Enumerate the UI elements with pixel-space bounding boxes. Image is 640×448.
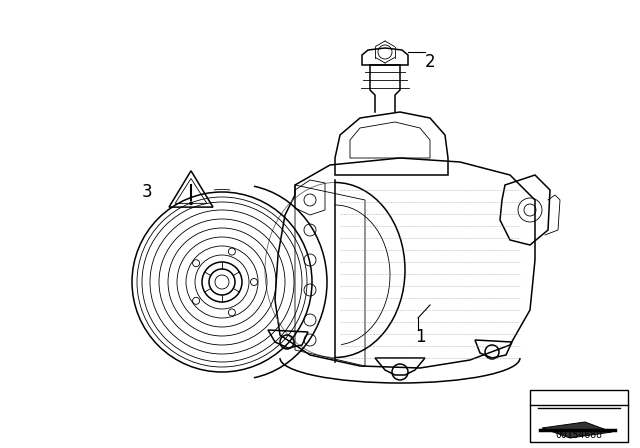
Text: 3: 3 xyxy=(141,183,152,201)
Text: 1: 1 xyxy=(415,328,426,346)
Polygon shape xyxy=(542,422,612,438)
Text: 00154688: 00154688 xyxy=(556,430,602,440)
Circle shape xyxy=(189,202,193,205)
Text: 2: 2 xyxy=(425,53,435,71)
